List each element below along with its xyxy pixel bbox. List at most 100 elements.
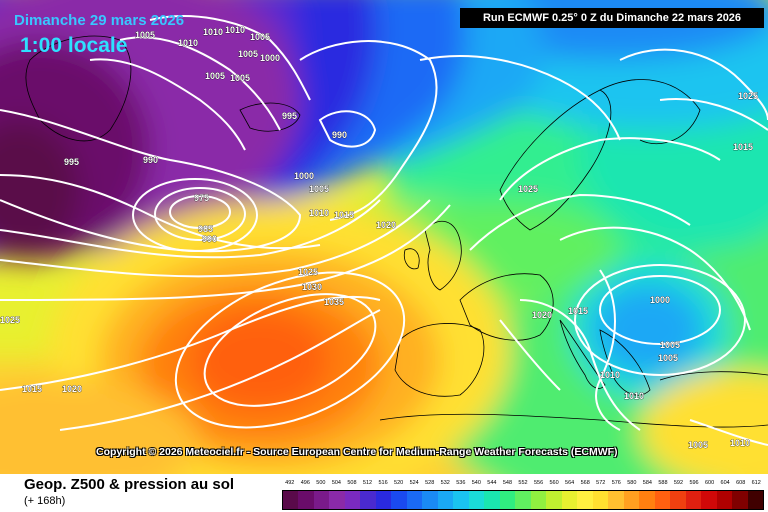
isobar-label: 1010	[225, 25, 245, 35]
color-swatch	[670, 491, 686, 509]
color-swatch	[484, 491, 500, 509]
color-swatch	[515, 491, 531, 509]
color-swatch	[561, 491, 578, 509]
isobar-label: 1000	[294, 171, 314, 181]
scale-label: 588	[658, 480, 668, 486]
isobar-labels: 1005 1010 1010 1010 1005 1000 1005 1005 …	[0, 25, 758, 451]
scale-label: 544	[487, 480, 497, 486]
scale-label: 520	[394, 480, 404, 486]
scale-label: 580	[627, 480, 637, 486]
scale-label: 548	[502, 480, 513, 486]
color-swatch	[329, 491, 345, 509]
isobar-label: 1005	[205, 71, 225, 81]
scale-label: 536	[456, 480, 466, 486]
color-swatch	[406, 491, 423, 509]
color-scale-labels: 492 496 500 504 508 512 516 520 524 528 532 536 540 5…	[282, 480, 764, 490]
scale-label: 504	[331, 480, 341, 486]
legend-bar: Geop. Z500 & pression au sol (+ 168h) 49…	[0, 474, 768, 512]
isobar-label: 1025	[738, 91, 758, 101]
scale-label: 608	[736, 480, 746, 486]
scale-label: 564	[565, 480, 575, 486]
color-swatch	[654, 491, 671, 509]
color-swatch	[732, 491, 748, 509]
isobar-label: 1025	[0, 315, 20, 325]
isobar-label: 1010	[178, 38, 198, 48]
scale-label: 496	[300, 480, 310, 486]
color-swatch	[577, 491, 593, 509]
isobar-label: 1015	[568, 306, 588, 316]
isobar-label: 990	[202, 234, 217, 244]
isobar-label: 1005	[250, 32, 270, 42]
scale-label: 556	[533, 480, 544, 486]
forecast-date: Dimanche 29 mars 2026	[14, 12, 185, 29]
isobar-label: 1005	[688, 440, 708, 450]
scale-label: 568	[580, 480, 590, 486]
color-swatch	[422, 491, 438, 509]
color-swatch	[298, 491, 314, 509]
color-swatch	[546, 491, 562, 509]
isobar-label: 1010	[600, 370, 620, 380]
color-swatch	[360, 491, 376, 509]
color-swatch	[685, 491, 702, 509]
scale-label: 576	[611, 480, 621, 486]
scale-label: 524	[409, 480, 419, 486]
geopotential-field	[0, 0, 768, 474]
isobar-label: 1000	[260, 53, 280, 63]
isobar-label: 1010	[203, 27, 223, 37]
forecast-lead: (+ 168h)	[24, 495, 66, 507]
isobar-label: 975	[194, 193, 209, 203]
scale-label: 516	[378, 480, 388, 486]
scale-label: 552	[518, 480, 528, 486]
scale-label: 560	[549, 480, 559, 486]
isobar-label: 1015	[334, 210, 354, 220]
forecast-local-time: 1:00 locale	[20, 34, 128, 57]
run-info-banner: Run ECMWF 0.25° 0 Z du Dimanche 22 mars …	[460, 8, 764, 28]
isobar-label: 1025	[298, 267, 318, 277]
color-scale-swatches	[282, 490, 764, 510]
coastlines	[25, 35, 768, 428]
isobar-label: 1035	[324, 297, 344, 307]
isobar-label: 1005	[238, 49, 258, 59]
weather-map: 1005 1010 1010 1010 1005 1000 1005 1005 …	[0, 0, 768, 474]
color-swatch	[391, 491, 407, 509]
scale-label: 540	[471, 480, 481, 486]
isobar-label: 1020	[532, 310, 552, 320]
scale-label: 600	[704, 480, 715, 486]
color-swatch	[437, 491, 454, 509]
color-swatch	[453, 491, 469, 509]
isobar-label: 1015	[733, 142, 753, 152]
color-swatch	[716, 491, 733, 509]
isobar-label: 1010	[624, 391, 644, 401]
scale-label: 572	[596, 480, 606, 486]
isobar-label: 1000	[650, 295, 670, 305]
copyright-notice: Copyright © 2026 Meteociel.fr - Source E…	[96, 446, 618, 458]
scale-label: 508	[347, 480, 357, 486]
isobar-label: 1005	[658, 353, 678, 363]
scale-label: 512	[362, 480, 373, 486]
isobar-label: 990	[332, 130, 347, 140]
isobar-label: 1005	[135, 30, 155, 40]
field-title: Geop. Z500 & pression au sol	[24, 476, 235, 493]
isobar-label: 1020	[376, 220, 396, 230]
color-swatch	[499, 491, 516, 509]
isobar-label: 1010	[730, 438, 750, 448]
color-swatch	[344, 491, 361, 509]
isobar-label: 1005	[230, 73, 250, 83]
scale-label: 528	[425, 480, 435, 486]
color-swatch	[592, 491, 609, 509]
isobar-label: 995	[282, 111, 297, 121]
scale-label: 492	[285, 480, 295, 486]
color-swatch	[530, 491, 547, 509]
color-swatch	[313, 491, 330, 509]
isobar-lines	[0, 15, 768, 446]
scale-label: 592	[673, 480, 684, 486]
color-swatch	[639, 491, 655, 509]
color-swatch	[608, 491, 624, 509]
color-scale: 492 496 500 504 508 512 516 520 524 528 532 536 540 5…	[282, 480, 764, 510]
isobar-label: 1005	[660, 340, 680, 350]
scale-label: 584	[642, 480, 652, 486]
isobar-label: 990	[143, 155, 158, 165]
color-swatch	[623, 491, 640, 509]
color-swatch	[747, 491, 764, 509]
isobar-label: 1015	[22, 384, 42, 394]
